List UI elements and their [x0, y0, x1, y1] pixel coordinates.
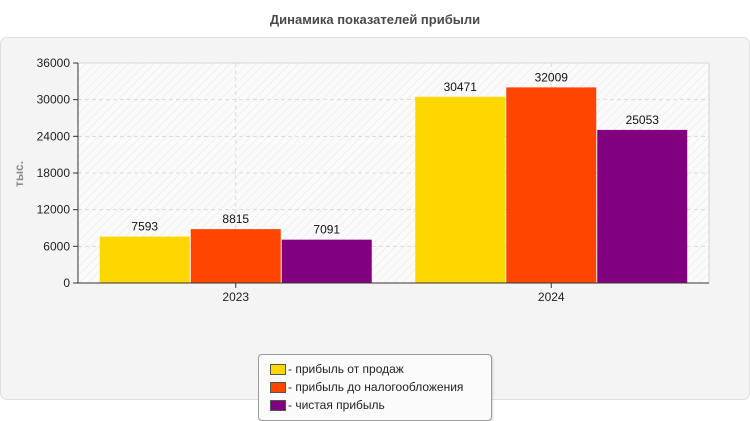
- legend-item-pretax-profit: - прибыль до налогообложения: [270, 379, 463, 395]
- legend-item-net-profit: - чистая прибыль: [270, 397, 385, 413]
- bar: [415, 96, 506, 283]
- y-tick-label: 18000: [37, 166, 71, 180]
- bar: [281, 239, 372, 283]
- legend-swatch-net-profit: [270, 399, 286, 411]
- y-tick-label: 30000: [37, 93, 71, 107]
- data-labels-group: 7593 8815 7091 30471 32009 25053: [131, 70, 659, 236]
- y-tick-label: 12000: [37, 203, 71, 217]
- y-tick-label: 6000: [43, 239, 70, 253]
- data-label: 32009: [535, 70, 569, 84]
- legend-label-pretax-profit: - прибыль до налогообложения: [288, 380, 464, 394]
- data-label: 8815: [222, 212, 249, 226]
- legend: - прибыль от продаж - прибыль до налогоо…: [258, 354, 492, 421]
- data-label: 7091: [313, 223, 340, 237]
- bars-group: [99, 87, 688, 283]
- y-axis-label: тыс.: [12, 161, 26, 187]
- bar: [99, 236, 190, 283]
- x-tick-label: 2023: [222, 290, 249, 304]
- bar: [597, 129, 688, 283]
- chart-title: Динамика показателей прибыли: [269, 12, 481, 27]
- y-tick-label: 24000: [37, 129, 71, 143]
- y-tick-label: 0: [63, 276, 70, 290]
- legend-swatch-sales-profit: [270, 363, 286, 375]
- legend-swatch-pretax-profit: [270, 381, 286, 393]
- data-label: 7593: [131, 220, 158, 234]
- bar: [190, 229, 281, 283]
- legend-item-sales-profit: - прибыль от продаж: [270, 361, 404, 377]
- bar: [506, 87, 597, 283]
- axes-group: 0 6000 12000 18000 24000 30000 36000 2023 2024: [37, 56, 709, 304]
- x-tick-label: 2024: [538, 290, 565, 304]
- chart-plot: 7593 8815 7091 30471 32009 25053 0 6000 12000 18…: [12, 56, 710, 304]
- legend-label-sales-profit: - прибыль от продаж: [288, 362, 404, 376]
- legend-label-net-profit: - чистая прибыль: [288, 398, 385, 412]
- data-label: 30471: [444, 80, 478, 94]
- chart-panel: 7593 8815 7091 30471 32009 25053 0 6000 12000 18…: [0, 37, 750, 421]
- y-tick-label: 36000: [37, 56, 71, 70]
- data-label: 25053: [626, 113, 660, 127]
